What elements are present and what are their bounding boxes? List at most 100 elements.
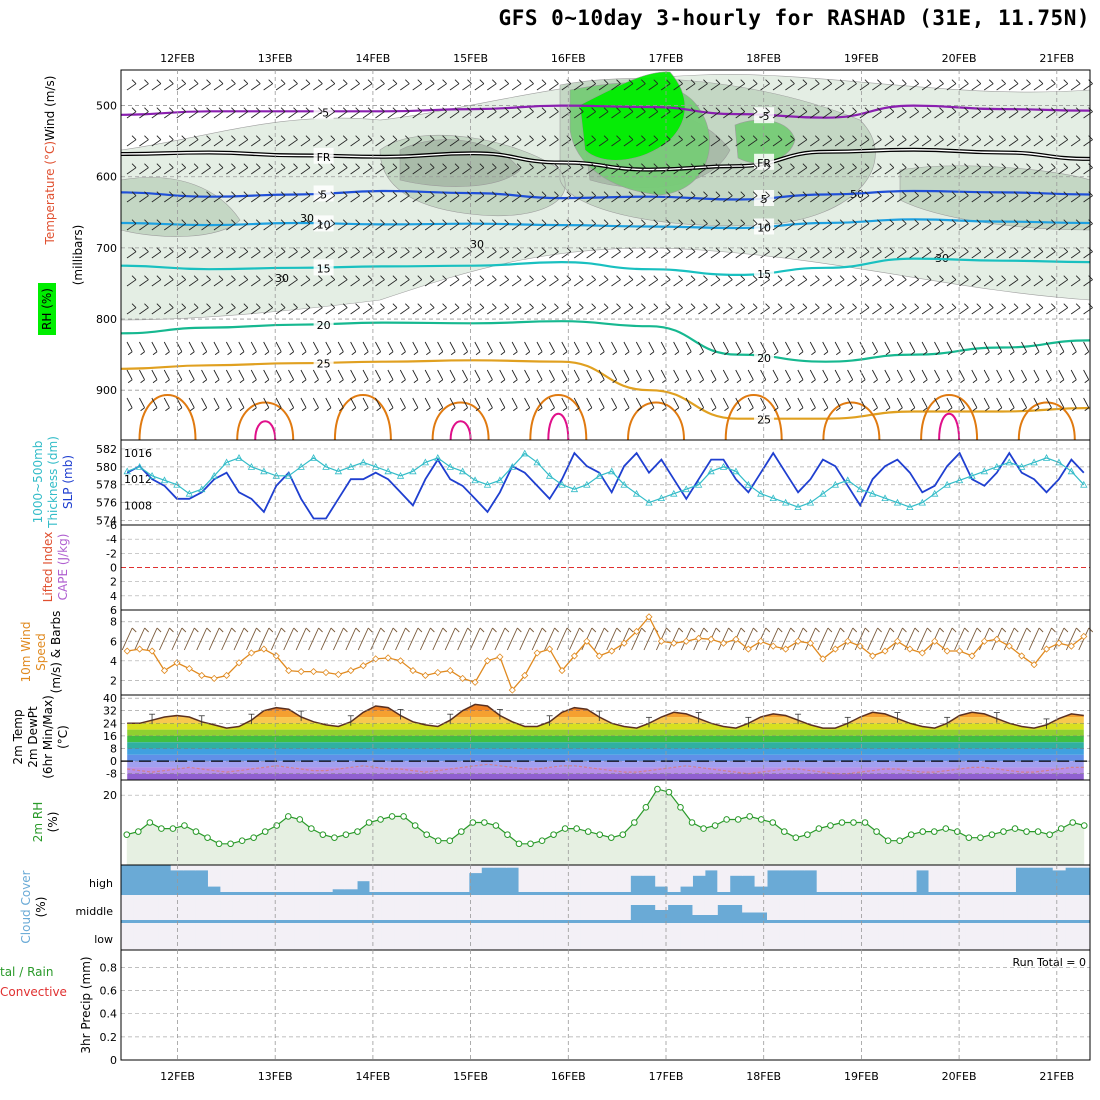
wind10m-barb-flag	[1063, 627, 1069, 633]
wind-barb-flag	[255, 275, 261, 281]
wind-barb	[462, 307, 472, 315]
contour-label-bg	[313, 147, 334, 164]
wind-barb	[1021, 341, 1028, 352]
wind-barb-flag	[690, 135, 696, 141]
wind-barb	[785, 139, 795, 147]
temperature-contour-label: 20	[317, 319, 331, 332]
wind-barb-flag	[653, 275, 659, 281]
wind-barb-flag	[935, 407, 940, 412]
rh2m-area	[126, 789, 1085, 865]
wind-barb	[474, 167, 485, 175]
cloud-clear-bar	[481, 865, 495, 868]
wind-barb	[325, 251, 336, 259]
wind10m-barb	[444, 627, 456, 651]
wind-barb	[958, 341, 965, 352]
wind-barb	[772, 341, 779, 352]
wind10m-barb-flag	[355, 627, 361, 633]
wind-barb	[350, 397, 357, 408]
wind-barb	[151, 251, 162, 259]
wind-barb-flag	[454, 247, 460, 253]
wind-barb	[810, 251, 820, 259]
temp-35-contour	[254, 420, 277, 441]
wind-barb	[561, 397, 568, 408]
wind10m-barb-flag	[504, 627, 510, 633]
thickness-marker	[198, 485, 206, 493]
millibars-label: (millibars)	[71, 225, 85, 286]
wind-barb-flag	[947, 407, 953, 412]
cloud-clear-bar	[431, 923, 445, 950]
wind-barb-flag	[475, 407, 481, 412]
wind-barb-flag	[1088, 275, 1093, 281]
cloud-clear-bar	[791, 895, 805, 920]
wind-barb	[698, 223, 708, 231]
wind-barb-flag	[752, 247, 758, 253]
wind-barb-flag	[972, 351, 978, 356]
cloud-clear-bar	[344, 923, 358, 950]
wind-barb-flag	[193, 219, 199, 225]
wind10m-barb	[1053, 627, 1065, 651]
top-date-label: 21FEB	[1039, 52, 1074, 65]
wind10m-barb-flag	[293, 627, 299, 633]
wind-barb-flag	[516, 163, 522, 169]
rh2m-marker	[654, 785, 661, 793]
wind-barb	[573, 341, 580, 352]
wind-barb-flag	[516, 107, 522, 113]
cloud-clear-bar	[568, 895, 582, 920]
wind-barb-flag	[429, 79, 435, 85]
wind-barb	[399, 369, 406, 380]
wind-barb	[188, 251, 199, 259]
wind-barb	[412, 223, 422, 231]
wind-barb	[474, 369, 481, 380]
wind-speed-marker	[906, 645, 914, 653]
temp-30-contour	[529, 394, 588, 441]
wind-barb	[983, 83, 994, 91]
cloud-clear-bar	[220, 923, 234, 950]
wind-barb-flag	[516, 219, 522, 225]
wind-barb	[760, 83, 770, 91]
wind-barb-flag	[342, 163, 348, 169]
wind-speed-marker	[769, 642, 777, 650]
wind-barb	[623, 279, 634, 287]
thickness-marker	[707, 467, 715, 475]
wind-barb	[337, 279, 348, 287]
wind10m-barb	[867, 627, 879, 651]
wind-barb	[548, 397, 555, 408]
wind-barb	[735, 397, 742, 408]
wind-barb	[139, 397, 145, 408]
wind-barb-flag	[405, 303, 410, 309]
wind10m-barb-flag	[728, 627, 733, 633]
wind-speed-marker	[1018, 652, 1026, 660]
wind-barb	[983, 369, 990, 380]
wind-barb-flag	[628, 303, 634, 309]
wind-barb	[809, 397, 816, 408]
wind-speed-marker	[272, 652, 280, 660]
thickness-marker	[347, 463, 355, 470]
wind-speed-marker	[893, 637, 902, 645]
wind-barb-flag	[736, 407, 742, 412]
cloud-clear-bar	[791, 865, 805, 871]
wind-barb-flag	[852, 79, 857, 85]
wind-barb-flag	[554, 107, 559, 113]
rh2m-marker	[711, 822, 719, 829]
wind-barb	[1008, 279, 1019, 287]
wind-barb	[1070, 369, 1077, 380]
wind-barb	[275, 341, 282, 352]
wind-barb	[847, 307, 857, 315]
rh2m-marker	[850, 819, 857, 826]
dewpoint-line	[127, 763, 1084, 775]
wind-barb	[536, 307, 547, 315]
wind-barb-flag	[500, 351, 506, 356]
wind-barb	[499, 83, 509, 91]
cloud-clear-bar	[655, 865, 669, 887]
wind-barb	[685, 167, 696, 175]
wind-barb	[362, 307, 373, 315]
wind-barb	[548, 341, 555, 352]
wind-barb	[337, 167, 348, 175]
wind-speed-marker	[136, 645, 144, 653]
wind-barb	[959, 279, 969, 287]
wind-barb	[487, 83, 497, 91]
wind-barb-flag	[814, 79, 820, 85]
thickness-marker	[620, 480, 628, 488]
wind-barb-flag	[964, 79, 969, 85]
wind-barb	[201, 251, 211, 259]
